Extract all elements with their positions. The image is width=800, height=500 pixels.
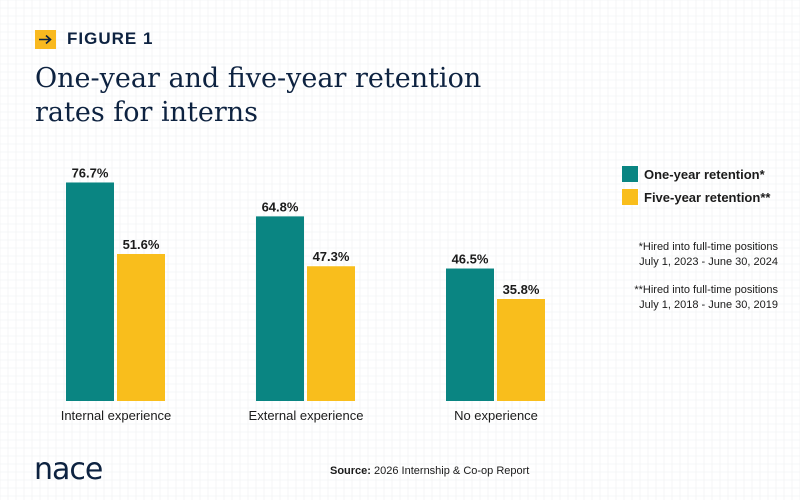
data-label-five-year-0: 51.6% — [123, 237, 160, 252]
legend-label-one-year: One-year retention* — [644, 167, 765, 182]
note-one-year: *Hired into full-time positions July 1, … — [518, 240, 778, 270]
chart-title-line-2: rates for interns — [35, 97, 259, 128]
data-label-one-year-2: 46.5% — [452, 252, 489, 267]
bar-five-year-2 — [497, 299, 545, 401]
bar-one-year-1 — [256, 216, 304, 401]
note-one-year-line-1: *Hired into full-time positions — [638, 241, 778, 253]
nace-logo: nace — [34, 452, 103, 487]
bar-one-year-2 — [446, 268, 494, 401]
note-one-year-line-2: July 1, 2023 - June 30, 2024 — [639, 256, 778, 268]
data-label-five-year-2: 35.8% — [503, 282, 540, 297]
note-five-year: **Hired into full-time positions July 1,… — [518, 283, 778, 313]
data-label-one-year-1: 64.8% — [262, 199, 299, 214]
category-label-1: External experience — [249, 408, 364, 423]
category-label-2: No experience — [454, 408, 538, 423]
chart-title-line-1: One-year and five-year retention — [35, 63, 482, 94]
note-five-year-line-2: July 1, 2018 - June 30, 2019 — [639, 299, 778, 311]
legend-label-five-year: Five-year retention** — [644, 190, 771, 205]
source-note: Source: 2026 Internship & Co-op Report — [330, 465, 529, 477]
arrow-right-icon — [35, 30, 56, 49]
legend-swatch-one-year — [622, 166, 638, 182]
data-label-one-year-0: 76.7% — [72, 165, 109, 180]
bar-five-year-0 — [117, 253, 165, 401]
source-text: 2026 Internship & Co-op Report — [374, 465, 530, 477]
source-label: Source: — [330, 465, 371, 477]
bar-five-year-1 — [307, 266, 355, 401]
bar-one-year-0 — [66, 182, 114, 401]
legend-swatch-five-year — [622, 189, 638, 205]
data-label-five-year-1: 47.3% — [313, 249, 350, 264]
figure-label: FIGURE 1 — [67, 29, 154, 48]
category-label-0: Internal experience — [61, 408, 172, 423]
note-five-year-line-1: **Hired into full-time positions — [634, 284, 778, 296]
chart-title: One-year and five-year retention rates f… — [35, 62, 555, 130]
